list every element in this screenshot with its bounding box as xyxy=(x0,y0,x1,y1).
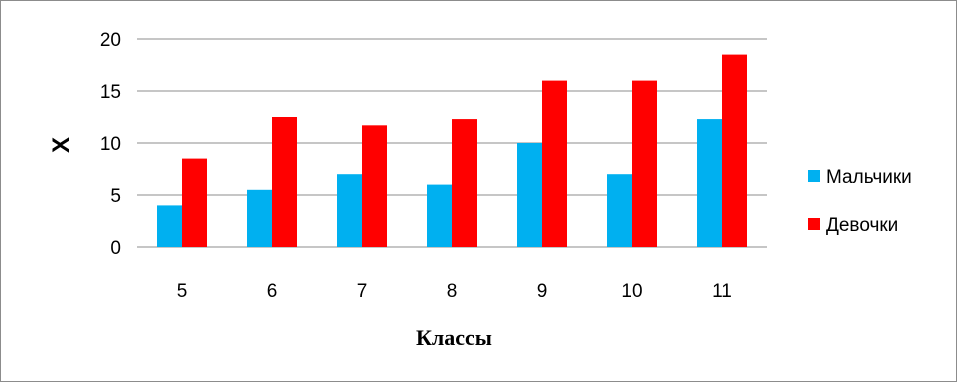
x-tick-labels: 5 6 7 8 9 10 11 xyxy=(177,281,732,302)
bars xyxy=(157,54,747,247)
bar-boys-8 xyxy=(427,184,452,247)
x-tick-label: 8 xyxy=(447,281,458,302)
y-tick-label: 15 xyxy=(100,82,121,103)
x-tick-label: 10 xyxy=(621,281,642,302)
x-tick-label: 11 xyxy=(712,281,732,302)
y-tick-labels: 0 5 10 15 20 xyxy=(100,30,121,259)
y-tick-label: 20 xyxy=(100,30,121,51)
legend-label-boys: Мальчики xyxy=(826,167,912,188)
y-tick-label: 5 xyxy=(110,186,121,207)
y-axis-label: X xyxy=(48,137,75,153)
x-tick-label: 5 xyxy=(177,281,188,302)
bar-girls-8 xyxy=(452,119,477,247)
bar-boys-9 xyxy=(517,143,542,247)
legend-label-girls: Девочки xyxy=(826,215,898,236)
legend-swatch-boys xyxy=(808,170,820,182)
x-tick-label: 6 xyxy=(267,281,278,302)
bar-girls-6 xyxy=(272,117,297,247)
bar-boys-6 xyxy=(247,189,272,247)
bar-girls-10 xyxy=(632,80,657,247)
bar-girls-11 xyxy=(722,54,747,247)
x-tick-label: 9 xyxy=(537,281,548,302)
bar-boys-5 xyxy=(157,205,182,247)
bar-boys-7 xyxy=(337,174,362,247)
bar-girls-7 xyxy=(362,125,387,247)
y-tick-label: 10 xyxy=(100,134,121,155)
y-tick-label: 0 xyxy=(110,238,121,259)
legend-swatch-girls xyxy=(808,218,820,230)
x-axis-label: Классы xyxy=(416,325,492,350)
legend: Мальчики Девочки xyxy=(808,167,912,236)
bar-girls-9 xyxy=(542,80,567,247)
x-tick-label: 7 xyxy=(357,281,368,302)
bar-girls-5 xyxy=(182,158,207,247)
bar-boys-11 xyxy=(697,119,722,247)
bar-boys-10 xyxy=(607,174,632,247)
